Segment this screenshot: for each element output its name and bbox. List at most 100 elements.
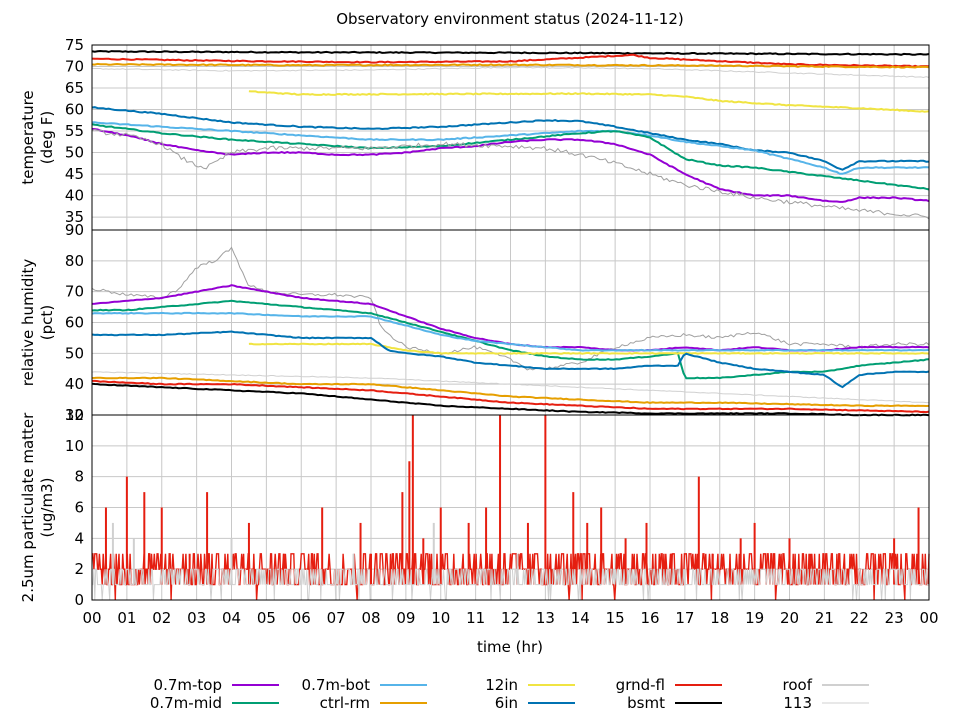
legend-label: bsmt: [627, 694, 665, 712]
series-temperature-grnd-fl: [91, 53, 930, 68]
y-tick-label: 40: [65, 375, 84, 393]
x-tick-label: 00: [919, 609, 938, 627]
y-axis-label: 2.5um particulate matter: [19, 412, 37, 602]
x-tick-label: 21: [815, 609, 834, 627]
series-temperature-0.7m-mid: [91, 123, 930, 191]
series-line: [91, 127, 930, 203]
x-tick-label: 01: [117, 609, 136, 627]
series-temperature-roof: [91, 128, 930, 220]
x-axis-label: time (hr): [477, 638, 543, 656]
y-tick-label: 60: [65, 314, 84, 332]
y-tick-label: 60: [65, 101, 84, 119]
series-particulate-113: [92, 522, 929, 601]
series-temperature-ctrl-rm: [91, 62, 930, 69]
legend-label: 12in: [485, 676, 518, 694]
y-tick-label: 0: [74, 591, 84, 609]
legend-label: ctrl-rm: [320, 694, 370, 712]
panel-temperature: 35 40 45 50 55 60 65 70 75 temperature (deg F): [19, 36, 930, 231]
y-tick-label: 70: [65, 283, 84, 301]
series-line: [91, 62, 930, 69]
y-tick-label: 45: [65, 165, 84, 183]
x-tick-label: 05: [257, 609, 276, 627]
x-axis-ticks: 00 01 02 03 04 05 06 07 08 09 10 11 12 13 14 15 16 17 18 19…: [82, 609, 938, 627]
series-line: [91, 311, 930, 352]
y-tick-label: 35: [65, 208, 84, 226]
legend-item-0.7m-mid: 0.7m-mid: [150, 694, 279, 712]
x-tick-label: 10: [431, 609, 450, 627]
series-line: [91, 376, 930, 408]
series-humidity-0.7m-bot: [91, 311, 930, 352]
y-tick-label: 90: [65, 221, 84, 239]
series-line: [91, 121, 930, 175]
legend-item-roof: roof: [783, 676, 869, 694]
y-tick-label: 6: [74, 499, 84, 517]
series-line: [91, 53, 930, 68]
x-tick-label: 13: [536, 609, 555, 627]
x-tick-label: 09: [396, 609, 415, 627]
legend-item-ctrl-rm: ctrl-rm: [320, 694, 427, 712]
x-tick-label: 22: [850, 609, 869, 627]
x-tick-label: 07: [327, 609, 346, 627]
y-tick-label: 50: [65, 344, 84, 362]
series-line: [91, 371, 929, 404]
y-axis-label: (ug/m3): [38, 478, 56, 538]
x-tick-label: 20: [780, 609, 799, 627]
y-tick-label: 65: [65, 79, 84, 97]
series-line: [91, 128, 930, 220]
series-temperature-0.7m-bot: [91, 121, 930, 175]
series-humidity-12in: [248, 342, 930, 355]
x-tick-label: 03: [187, 609, 206, 627]
legend-label: 0.7m-top: [154, 676, 222, 694]
legend-label: 113: [783, 694, 812, 712]
x-tick-label: 16: [640, 609, 659, 627]
y-tick-label: 4: [74, 529, 84, 547]
series-humidity-6in: [91, 330, 930, 389]
series-line: [248, 342, 930, 355]
x-tick-label: 15: [606, 609, 625, 627]
legend-item-grnd-fl: grnd-fl: [616, 676, 722, 694]
panel-particulate: 0 2 4 6 8 10 12 2.5um particulate matter (ug/m3): [19, 406, 930, 609]
series-temperature-0.7m-top: [91, 127, 930, 203]
legend-label: 6in: [495, 694, 518, 712]
y-tick-label: 75: [65, 36, 84, 54]
panel-frame: [91, 414, 930, 601]
series-temperature-113: [91, 66, 930, 79]
series-line: [91, 382, 930, 417]
y-tick-label: 50: [65, 144, 84, 162]
series-temperature-12in: [248, 90, 930, 113]
x-tick-label: 02: [152, 609, 171, 627]
legend-label: roof: [783, 676, 813, 694]
series-humidity-ctrl-rm: [91, 376, 930, 408]
y-tick-label: 70: [65, 58, 84, 76]
series-line: [91, 106, 930, 171]
legend-item-0.7m-bot: 0.7m-bot: [302, 676, 427, 694]
x-tick-label: 04: [222, 609, 241, 627]
x-tick-label: 00: [82, 609, 101, 627]
series-line: [92, 379, 930, 414]
series-line: [91, 123, 930, 191]
y-axis-label: (pct): [38, 305, 56, 340]
legend-label: grnd-fl: [616, 676, 665, 694]
legend-item-bsmt: bsmt: [627, 694, 722, 712]
series-humidity-roof: [91, 246, 930, 371]
legend-item-6in: 6in: [495, 694, 575, 712]
series-humidity-grnd-fl: [92, 379, 930, 414]
series-line: [91, 330, 930, 389]
y-tick-label: 8: [74, 468, 84, 486]
series-line: [91, 66, 930, 79]
series-temperature-6in: [91, 106, 930, 171]
legend-item-0.7m-top: 0.7m-top: [154, 676, 279, 694]
legend-item-12in: 12in: [485, 676, 575, 694]
legend-label: 0.7m-bot: [302, 676, 371, 694]
x-tick-label: 19: [745, 609, 764, 627]
y-tick-label: 80: [65, 252, 84, 270]
y-axis-label: (deg F): [38, 111, 56, 164]
x-tick-label: 18: [710, 609, 729, 627]
series-line: [91, 246, 930, 371]
y-tick-label: 40: [65, 187, 84, 205]
x-tick-label: 12: [501, 609, 520, 627]
series-humidity-113: [91, 371, 929, 404]
series-temperature-bsmt: [91, 49, 930, 56]
legend-label: 0.7m-mid: [150, 694, 222, 712]
